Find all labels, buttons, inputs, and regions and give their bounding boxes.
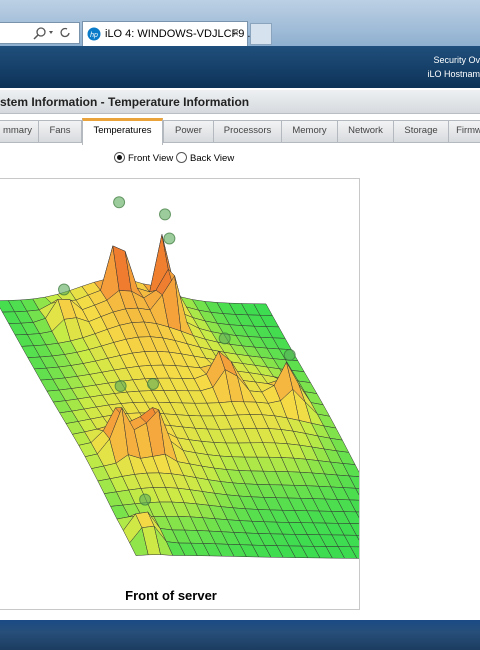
address-icons [33, 27, 70, 40]
taskbar [0, 620, 480, 650]
browser-bar: hp iLO 4: WINDOWS-VDJLCF9 ... × [0, 0, 480, 46]
sensor-marker [163, 232, 176, 245]
sensor-marker [283, 348, 296, 361]
view-radio[interactable]: Back View [176, 152, 234, 164]
sensor-marker [114, 380, 127, 393]
sensor-marker [139, 493, 152, 506]
tab-icon: hp [87, 27, 101, 41]
svg-text:hp: hp [90, 32, 98, 39]
chart-panel: Front of server [0, 178, 407, 610]
tab[interactable]: mmary [0, 120, 39, 143]
tab-close[interactable]: × [232, 28, 239, 40]
tab[interactable]: Temperatures [82, 118, 163, 145]
tab[interactable]: Storage [393, 120, 449, 143]
tab[interactable]: Power [163, 120, 214, 143]
tab[interactable]: Fans [38, 120, 82, 143]
header: Security Ov iLO Hostnam [0, 46, 480, 88]
radio-circle[interactable] [176, 152, 187, 163]
caption: Front of server [125, 588, 217, 603]
view-radio[interactable]: Front View [114, 152, 173, 164]
tab[interactable]: Firmw [448, 120, 480, 143]
address-bar[interactable] [0, 22, 80, 44]
sensor-marker [147, 378, 159, 391]
sensor-marker [113, 196, 126, 209]
new-tab[interactable] [250, 23, 272, 45]
sensor-marker [58, 283, 70, 296]
tab[interactable]: Memory [281, 120, 338, 143]
sensor-marker [159, 208, 171, 221]
tab[interactable]: Network [337, 120, 394, 143]
page-title: stem Information - Temperature Informati… [0, 90, 480, 114]
view-selector: Front View Back View [0, 150, 480, 168]
tab-title: iLO 4: WINDOWS-VDJLCF9 ... [105, 28, 257, 40]
radio-circle[interactable] [114, 152, 125, 163]
header-hostname: iLO Hostnam [427, 69, 480, 79]
temperature-map: Front of server [0, 196, 407, 603]
sensor-marker [218, 332, 231, 345]
radio-label: Front View [128, 153, 174, 164]
header-security[interactable]: Security Ov [433, 55, 480, 65]
tab[interactable]: Processors [213, 120, 282, 143]
browser-tab[interactable]: hp iLO 4: WINDOWS-VDJLCF9 ... × [82, 21, 257, 46]
radio-label: Back View [190, 153, 235, 164]
tab-bar: mmary Fans Temperatures Power Processors Memo… [0, 118, 480, 145]
